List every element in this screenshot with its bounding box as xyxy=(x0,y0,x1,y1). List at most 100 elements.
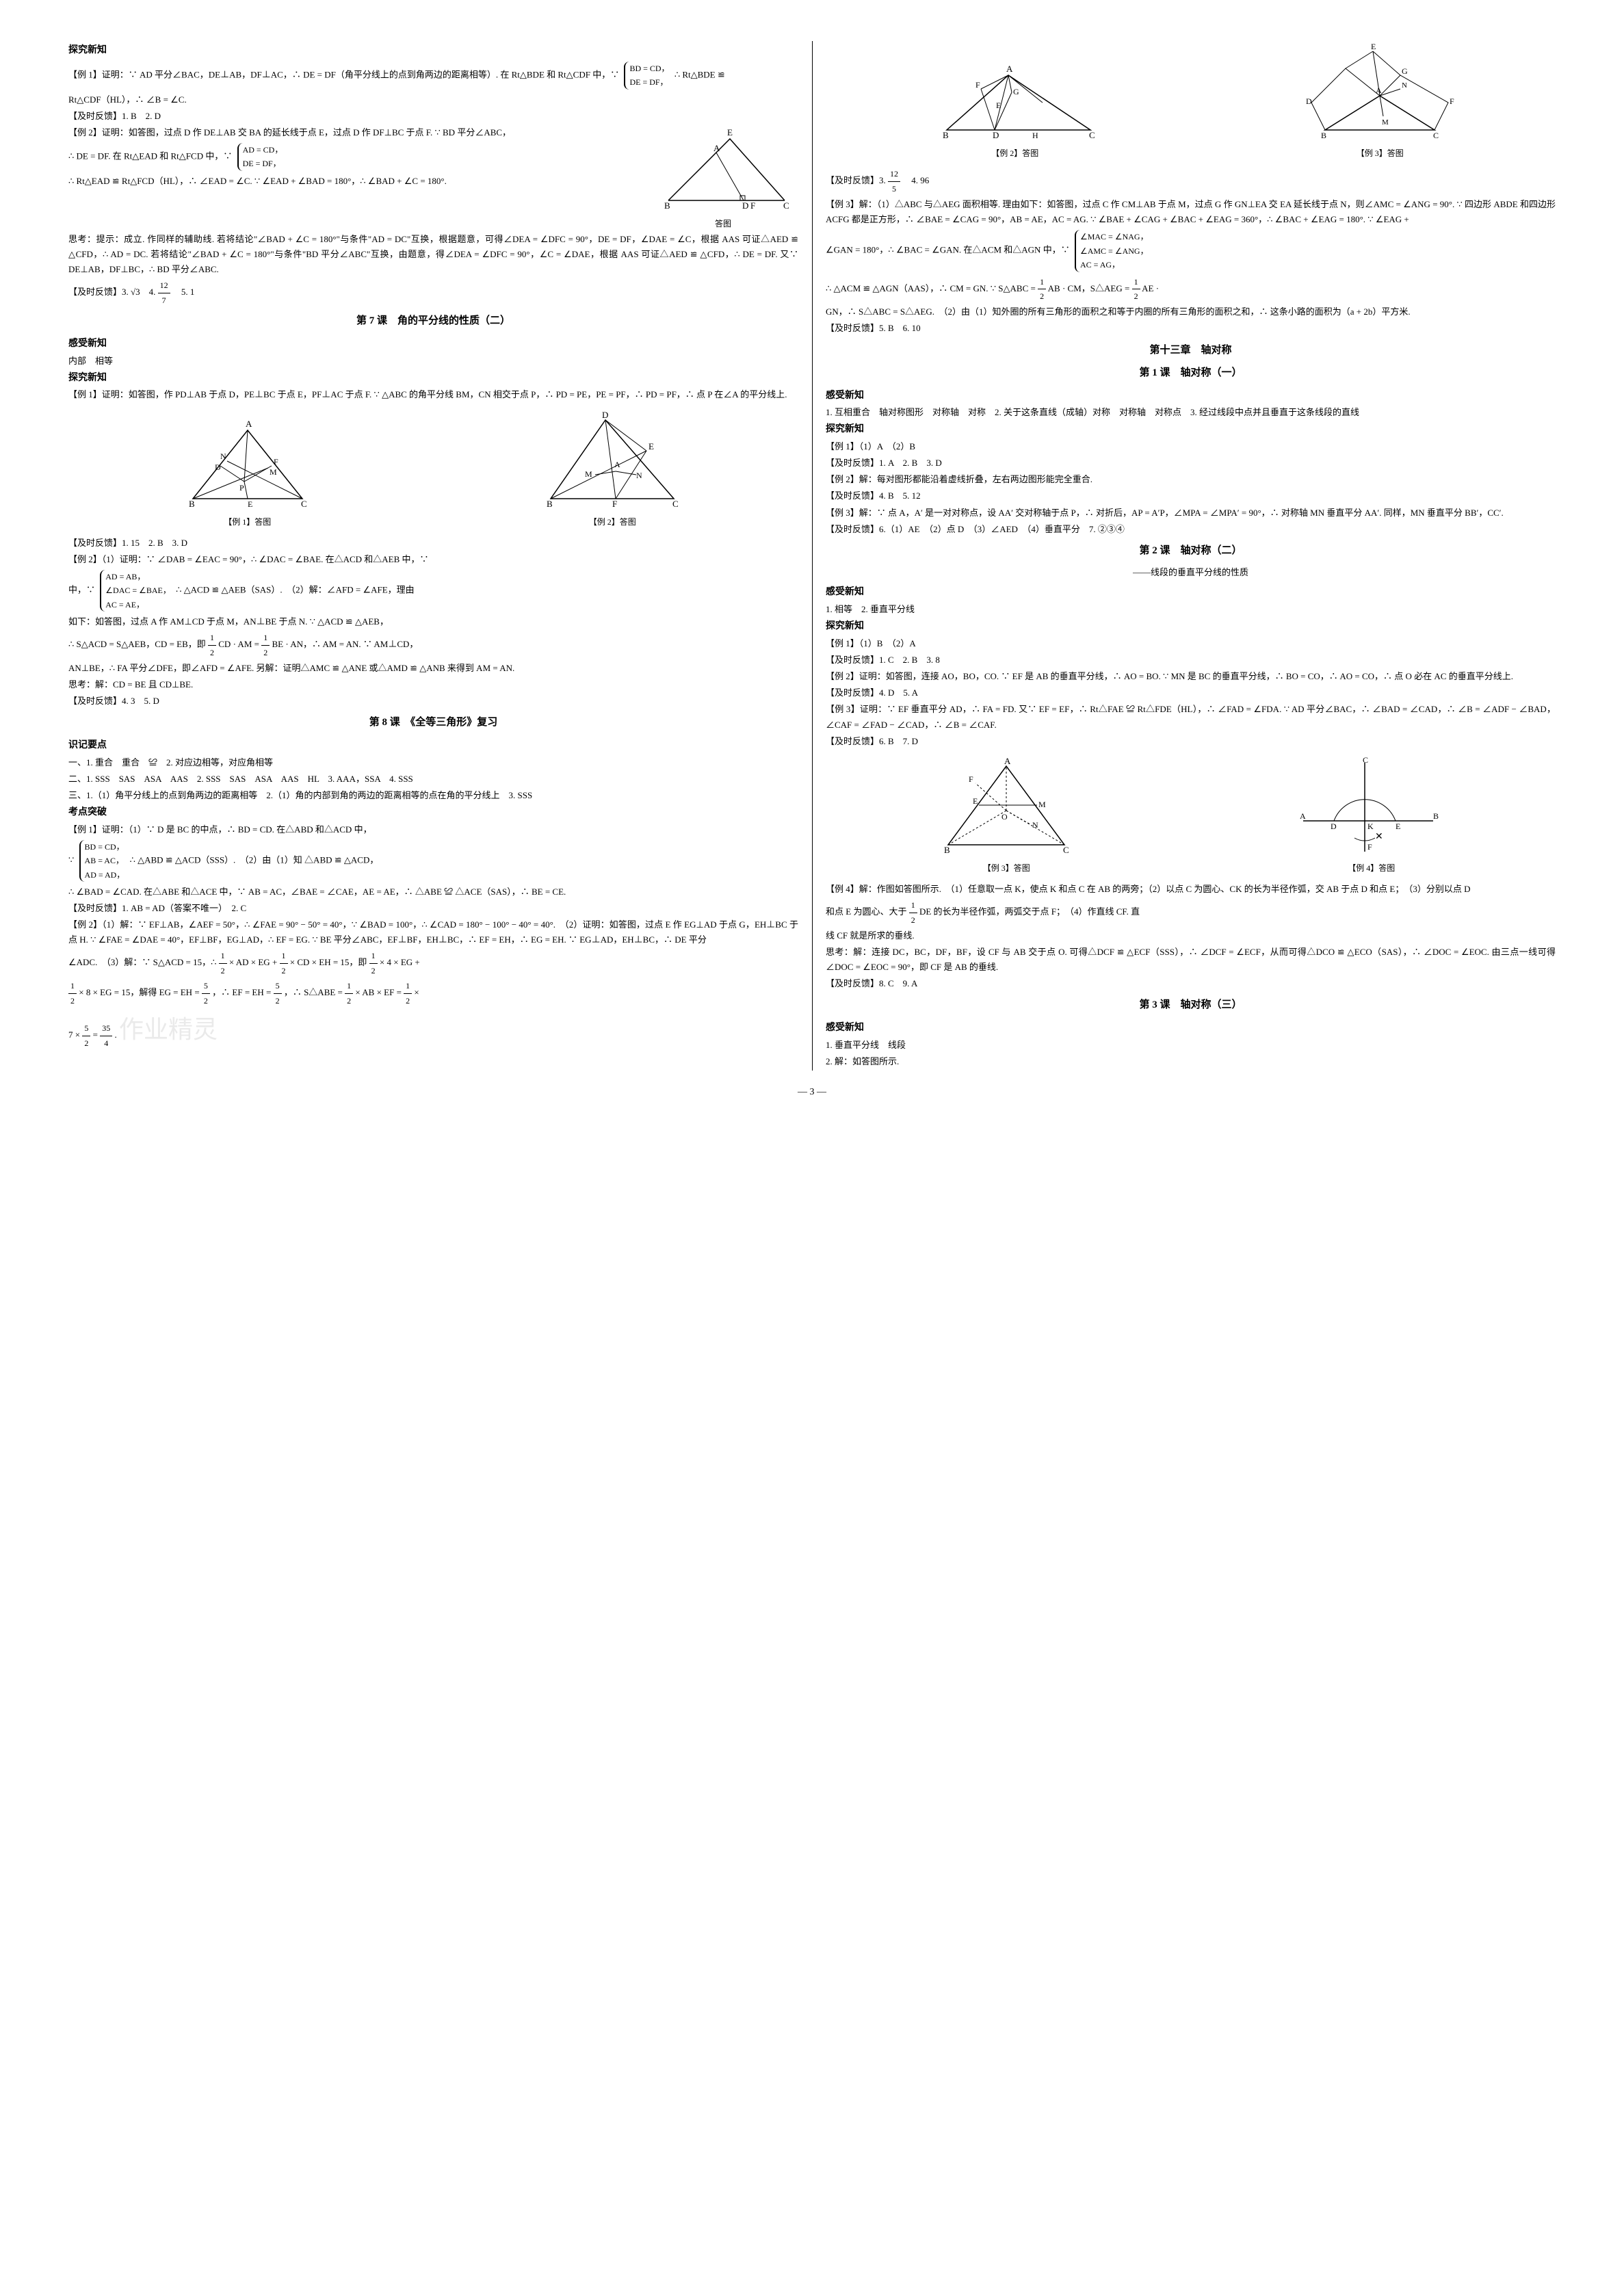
brace-line: ∠DAC = ∠BAE， xyxy=(105,583,171,597)
svg-text:N: N xyxy=(220,451,226,461)
example-text: 中，∵ AD = AB， ∠DAC = ∠BAE， AC = AE， ∴ △AC… xyxy=(68,568,798,613)
body-text: 三、1.（1）角平分线上的点到角两边的距离相等 2.（1）角的内部到角的两边的距… xyxy=(68,788,798,803)
brace-line: DE = DF， xyxy=(629,75,669,89)
text-run: ，∴ S△ABE = xyxy=(284,987,343,997)
feedback-text: 【及时反馈】1. 15 2. B 3. D xyxy=(68,536,798,551)
svg-text:F: F xyxy=(969,774,973,784)
text-run: ∴ △ABD ≌ △ACD（SSS）. （2）由（1）知 △ABD ≌ △ACD… xyxy=(130,854,379,865)
svg-text:N: N xyxy=(636,471,642,480)
feedback-text: 【及时反馈】4. 3 5. D xyxy=(68,694,798,709)
figure-row: A B C N D P E F M 【例 1】答图 D xyxy=(68,410,798,529)
answer-figure: E A D B F C 答图 xyxy=(648,125,798,231)
feedback-text: 【及时反馈】1. A 2. B 3. D xyxy=(826,456,1556,471)
svg-text:A: A xyxy=(713,143,720,153)
brace-line: AC = AE， xyxy=(105,598,171,612)
brace: BD = CD， DE = DF， xyxy=(624,62,669,90)
page-number: — 3 — xyxy=(68,1084,1556,1101)
svg-text:A: A xyxy=(614,460,620,469)
figure: C A D E B K F ✕ 【例 4】答图 xyxy=(1296,756,1447,875)
svg-text:B: B xyxy=(944,845,950,855)
svg-text:M: M xyxy=(585,469,592,479)
text-run: ，∴ EF = EH = xyxy=(212,987,271,997)
svg-text:G: G xyxy=(1402,66,1408,76)
example-text: 【例 1】证明：（1）∵ D 是 BC 的中点，∴ BD = CD. 在△ABD… xyxy=(68,822,798,837)
text-run: 【及时反馈】3. xyxy=(826,175,886,185)
text-run: ∴ S△ACD = S△AEB，CD = EB，即 xyxy=(68,639,206,649)
section-heading: 感受新知 xyxy=(826,1020,1556,1036)
example-text: 【例 1】证明：∵ AD 平分∠BAC，DE⊥AB，DF⊥AC，∴ DE = D… xyxy=(68,60,798,91)
svg-text:C: C xyxy=(1363,756,1368,765)
lesson-title: 第 7 课 角的平分线的性质（二） xyxy=(68,313,798,330)
figure-caption: 【例 3】答图 xyxy=(1305,146,1455,160)
svg-text:F: F xyxy=(1367,842,1372,852)
svg-text:C: C xyxy=(301,499,307,509)
svg-text:M: M xyxy=(1382,118,1389,127)
text-run: = xyxy=(93,1030,101,1040)
svg-text:E: E xyxy=(996,101,1001,110)
lesson-subtitle: ——线段的垂直平分线的性质 xyxy=(826,565,1556,580)
numerator: 12 xyxy=(888,167,900,181)
brace-line: AD = CD， xyxy=(243,143,283,157)
svg-text:B: B xyxy=(1321,131,1326,140)
example-text: 【例 1】证明：如答图，作 PD⊥AB 于点 D，PE⊥BC 于点 E，PF⊥A… xyxy=(68,387,798,402)
svg-text:B: B xyxy=(189,499,195,509)
svg-text:A: A xyxy=(1376,86,1382,95)
example-text: ∠ADC. （3）解：∵ S△ACD = 15，∴ 12 × AD × EG +… xyxy=(68,949,798,978)
section-heading: 感受新知 xyxy=(826,388,1556,404)
example-text: 7 × 52 = 354 . 作业精灵 xyxy=(68,1009,798,1051)
svg-text:B: B xyxy=(943,130,949,140)
example-text: 【例 4】解：作图如答图所示. （1）任意取一点 K，使点 K 和点 C 在 A… xyxy=(826,882,1556,897)
denominator: 7 xyxy=(158,293,170,307)
ex3-fig-svg: A B C E M F N O xyxy=(934,756,1078,858)
text-run: ∴ Rt△BDE ≌ xyxy=(675,69,725,79)
text-run: ∠ADC. （3）解：∵ S△ACD = 15，∴ xyxy=(68,957,216,967)
body-text: 1. 相等 2. 垂直平分线 xyxy=(826,602,1556,617)
svg-text:F: F xyxy=(975,80,980,90)
svg-text:K: K xyxy=(1367,822,1374,831)
lesson-title: 第 2 课 轴对称（二） xyxy=(826,542,1556,560)
ex2-answer-svg: A F G E B D H C xyxy=(926,55,1104,144)
brace: BD = CD， AB = AC， AD = AD， xyxy=(79,840,125,882)
brace-line: ∠AMC = ∠ANG， xyxy=(1080,244,1149,258)
brace-line: DE = DF， xyxy=(243,157,283,170)
fraction: 12 xyxy=(1132,275,1140,304)
fraction: 12 5 xyxy=(888,167,900,196)
figure-caption: 【例 3】答图 xyxy=(934,861,1078,875)
text-run: ∠GAN = 180°，∴ ∠BAC = ∠GAN. 在△ACM 和△AGN 中… xyxy=(826,245,1070,255)
lesson-title: 第 3 课 轴对称（三） xyxy=(826,997,1556,1014)
figure-caption: 【例 4】答图 xyxy=(1296,861,1447,875)
feedback-text: 【及时反馈】4. D 5. A xyxy=(826,685,1556,700)
figure-row: A F G E B D H C 【例 2】答图 E xyxy=(826,41,1556,160)
svg-text:E: E xyxy=(1396,822,1400,831)
text-run: ∴ DE = DF. 在 Rt△EAD 和 Rt△FCD 中，∵ xyxy=(68,150,232,161)
text-run: DE 的长为半径作弧，两弧交于点 F； （4）作直线 CF. 直 xyxy=(919,906,1140,917)
numerator: 12 xyxy=(158,278,170,293)
feedback-text: 【及时反馈】6.（1）AE （2）点 D （3）∠AED （4）垂直平分 7. … xyxy=(826,522,1556,537)
watermark-text: 作业精灵 xyxy=(119,1016,218,1043)
text-run: ∵ xyxy=(68,854,74,865)
figure: D E B F C M N A 【例 2】答图 xyxy=(537,410,687,529)
page-content: 探究新知 【例 1】证明：∵ AD 平分∠BAC，DE⊥AB，DF⊥AC，∴ D… xyxy=(68,41,1556,1071)
example-text: 【例 1】（1）A （2）B xyxy=(826,439,1556,454)
svg-text:B: B xyxy=(664,200,670,211)
example-text: 【例 3】解：（1）△ABC 与△AEG 面积相等. 理由如下：如答图，过点 C… xyxy=(826,197,1556,227)
svg-text:D: D xyxy=(742,200,748,211)
example-text: 【例 2】解：每对图形都能沿着虚线折叠，左右两边图形能完全重合. xyxy=(826,472,1556,487)
lesson-title: 第 8 课 《全等三角形》复习 xyxy=(68,714,798,732)
brace: ∠MAC = ∠NAG， ∠AMC = ∠ANG， AC = AG， xyxy=(1075,230,1149,272)
text-run: AE · xyxy=(1142,283,1159,293)
body-text: 内部 相等 xyxy=(68,354,798,369)
svg-text:G: G xyxy=(1013,87,1019,96)
text-run: × 4 × EG + xyxy=(380,957,420,967)
example-text: 【例 3】解：∵ 点 A，A′ 是一对对称点，设 AA′ 交对称轴于点 P，∴ … xyxy=(826,506,1556,521)
fraction: 52 xyxy=(82,1021,90,1050)
example-text: GN，∴ S△ABC = S△AEG. （2）由（1）知外圈的所有三角形的面积之… xyxy=(826,304,1556,319)
svg-text:D: D xyxy=(602,410,608,420)
body-text: 1. 垂直平分线 线段 xyxy=(826,1038,1556,1053)
fraction: 12 xyxy=(208,631,216,659)
svg-text:✕: ✕ xyxy=(1375,832,1383,842)
figure-caption: 答图 xyxy=(648,217,798,231)
svg-text:C: C xyxy=(1433,131,1439,140)
brace-line: AC = AG， xyxy=(1080,258,1149,272)
triangle-svg: A B C N D P E F M xyxy=(179,417,316,512)
